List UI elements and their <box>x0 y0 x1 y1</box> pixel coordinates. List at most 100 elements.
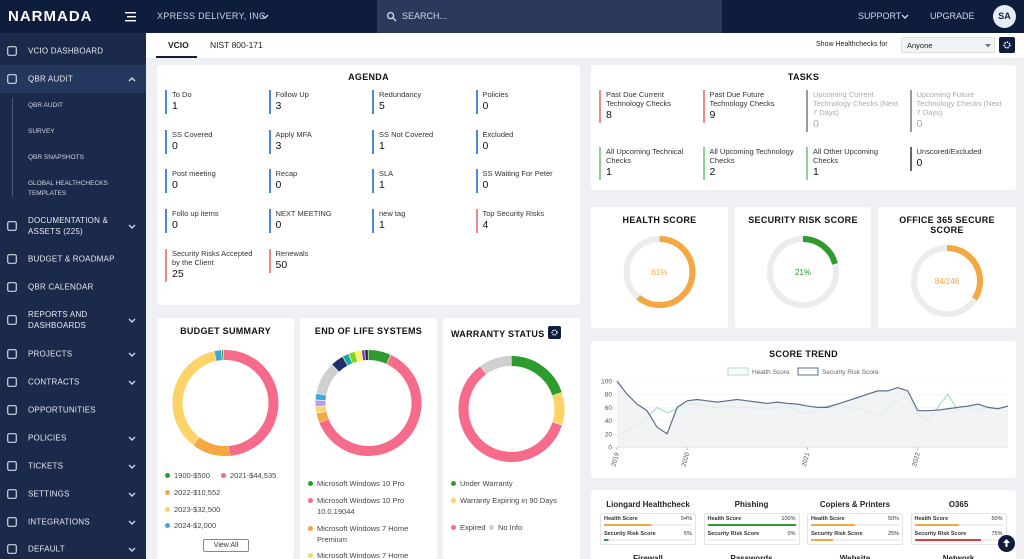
tasks-tile[interactable]: All Upcoming Technology Checks 2 <box>702 147 799 180</box>
search-placeholder: SEARCH... <box>402 11 448 21</box>
agenda-tile[interactable]: SS Covered 0 <box>165 129 261 154</box>
legend-item: 2021-$44,535 <box>221 470 293 481</box>
filter-select[interactable]: Anyone <box>901 37 995 53</box>
agenda-tile[interactable]: SLA 1 <box>372 169 468 194</box>
donut-segment <box>315 350 422 456</box>
metric-value: 0% <box>787 531 796 537</box>
nav-subitem[interactable]: QBR SNAPSHOTS <box>28 154 84 161</box>
nav-item[interactable]: DEFAULT <box>28 544 65 554</box>
agenda-label: Excluded <box>482 129 514 139</box>
end_of_life-donut <box>315 350 422 456</box>
nav-icon-shape <box>7 254 17 264</box>
gear-icon <box>551 329 558 336</box>
tasks-tile[interactable]: All Other Upcoming Checks 1 <box>806 147 902 180</box>
agenda-value: 50 <box>275 258 288 271</box>
agenda-tile[interactable]: Follo up items 0 <box>165 209 261 234</box>
legend-item: Microsoft Windows 10 Pro 10.0.19044 <box>308 495 436 517</box>
donut-segment <box>315 350 422 456</box>
tab[interactable]: VCIO <box>168 40 189 50</box>
agenda-tile[interactable]: Redundancy 5 <box>372 90 468 114</box>
agenda-tile[interactable]: Recap 0 <box>268 169 365 194</box>
donut-segment <box>172 350 279 456</box>
tasks-tile[interactable]: Upcoming Current Technology Checks (Next… <box>806 90 902 132</box>
nav-icon-shape <box>7 433 17 443</box>
card-title: Passwords <box>730 554 773 559</box>
nav-item[interactable]: VCIO DASHBOARD <box>28 46 104 56</box>
tasks-tile[interactable]: Unscored/Excluded 0 <box>909 147 1006 171</box>
card-box <box>807 513 903 545</box>
nav-item[interactable]: INTEGRATIONS <box>28 517 90 527</box>
nav-item[interactable]: DOCUMENTATION & ASSETS (225) <box>28 216 109 236</box>
agenda-value: 0 <box>482 139 489 152</box>
nav-subitem[interactable]: SURVEY <box>28 128 55 135</box>
view-all-button[interactable]: View All <box>203 539 249 552</box>
chevron-path <box>128 547 136 552</box>
warranty-settings[interactable] <box>548 326 561 339</box>
agenda-tile[interactable]: new tag 1 <box>372 209 468 234</box>
nav-icon-shape <box>7 221 17 231</box>
metric-label: Health Score <box>707 516 742 522</box>
nav-item[interactable]: QBR CALENDAR <box>28 282 94 292</box>
nav-item[interactable]: QBR AUDIT <box>28 74 73 84</box>
panel-title: HEALTH SCORE <box>622 215 697 225</box>
legend-label: Health Score <box>752 369 790 376</box>
nav-icon-shape <box>7 377 17 387</box>
search-box[interactable]: SEARCH... <box>377 0 722 33</box>
upgrade-link[interactable]: UPGRADE <box>930 11 975 21</box>
avatar[interactable]: SA <box>993 5 1016 28</box>
nav-item[interactable]: POLICIES <box>28 433 67 443</box>
company-select[interactable]: XPRESS DELIVERY, INC <box>157 11 266 21</box>
agenda-tile[interactable]: Top Security Risks 4 <box>475 209 572 234</box>
nav-item[interactable]: OPPORTUNITIES <box>28 405 96 415</box>
agenda-tile[interactable]: Post meeting 0 <box>165 169 261 194</box>
agenda-tile[interactable]: Excluded 0 <box>475 129 572 154</box>
support-link[interactable]: SUPPORT <box>858 11 902 21</box>
arrow <box>985 44 991 48</box>
bar-track <box>604 539 692 541</box>
agenda-value: 25 <box>172 267 184 280</box>
chevron-path <box>901 14 909 19</box>
nav-item[interactable]: BUDGET & ROADMAP <box>28 254 115 264</box>
agenda-tile[interactable]: Follow Up 3 <box>268 90 365 114</box>
agenda-tile[interactable]: SS Not Covered 1 <box>372 129 468 154</box>
tasks-tile[interactable]: All Upcoming Technical Checks 1 <box>599 147 695 180</box>
chevron-path <box>128 224 136 229</box>
chevron <box>128 520 136 525</box>
agenda-tile[interactable]: Apply MFA 3 <box>268 129 365 154</box>
agenda-tile[interactable]: SS Waiting For Peter 0 <box>475 169 572 194</box>
tasks-tile[interactable]: Past Due Future Technology Checks 9 <box>702 90 799 123</box>
chevron <box>128 224 136 229</box>
chevron-path <box>128 318 136 323</box>
nav-icon <box>7 74 17 84</box>
panel-title: BUDGET SUMMARY <box>180 326 271 336</box>
nav-item[interactable]: REPORTS AND DASHBOARDS <box>28 310 88 330</box>
nav-item[interactable]: CONTRACTS <box>28 377 80 387</box>
tasks-label: All Upcoming Technical Checks <box>606 147 684 165</box>
agenda-tile[interactable]: Renewals 50 <box>268 248 365 273</box>
tasks-tile[interactable]: Past Due Current Technology Checks 8 <box>599 90 695 123</box>
tasks-tile[interactable]: Upcoming Future Technology Checks (Next … <box>909 90 1006 132</box>
y-tick-label: 20 <box>605 431 613 438</box>
agenda-value: 0 <box>275 219 282 232</box>
settings-button[interactable] <box>999 37 1015 53</box>
nav-subitem[interactable]: GLOBAL HEALTHCHECKS TEMPLATES <box>28 180 108 197</box>
chevron <box>128 436 136 441</box>
bar-fill <box>914 539 981 541</box>
card-title: Website <box>839 554 871 559</box>
nav-subitem[interactable]: QBR AUDIT <box>28 102 64 109</box>
agenda-tile[interactable]: To Do 1 <box>165 90 261 114</box>
agenda-tile[interactable]: Policies 0 <box>475 90 572 114</box>
agenda-label: SS Waiting For Peter <box>482 169 553 179</box>
nav-item[interactable]: PROJECTS <box>28 349 73 359</box>
tab[interactable]: NIST 800-171 <box>210 40 263 50</box>
agenda-value: 0 <box>275 179 282 192</box>
filter-value: Anyone <box>907 41 933 50</box>
tasks-label: Past Due Future Technology Checks <box>709 90 775 108</box>
nav-item[interactable]: TICKETS <box>28 461 64 471</box>
agenda-value: 0 <box>172 179 178 192</box>
agenda-tile[interactable]: NEXT MEETING 0 <box>268 209 365 234</box>
agenda-tile[interactable]: Security Risks Accepted by the Client 25 <box>165 248 261 282</box>
chat-button[interactable] <box>998 535 1015 552</box>
legend-dot <box>451 525 456 530</box>
nav-item[interactable]: SETTINGS <box>28 489 70 499</box>
